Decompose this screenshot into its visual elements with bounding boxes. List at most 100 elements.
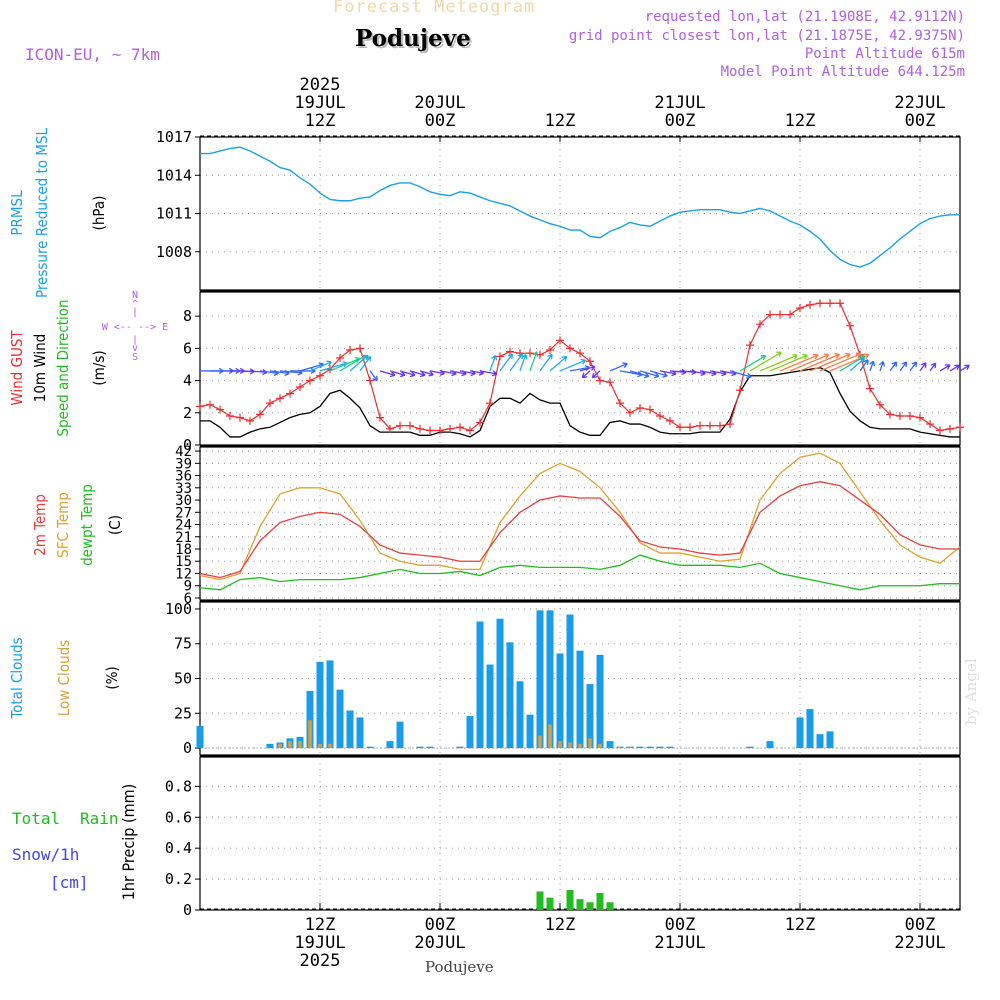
wind-direction-arrow bbox=[759, 353, 798, 372]
total-cloud-bar bbox=[426, 746, 434, 749]
y-tick-label: 1017 bbox=[156, 128, 192, 146]
gust-marker bbox=[286, 389, 294, 398]
wind-direction-arrow bbox=[869, 360, 876, 372]
time-axis-label: 22JUL bbox=[894, 933, 945, 953]
low-cloud-bar bbox=[628, 746, 632, 749]
gust-marker bbox=[256, 410, 264, 419]
temp-unit: (C) bbox=[106, 515, 124, 535]
gust-marker bbox=[626, 408, 634, 417]
gust-marker bbox=[366, 376, 374, 385]
sfc-temp-line bbox=[199, 452, 961, 581]
gust-marker bbox=[666, 416, 674, 425]
gust-marker bbox=[796, 304, 804, 313]
time-axis-label: 00Z bbox=[425, 915, 456, 935]
gust-marker bbox=[956, 423, 964, 432]
time-axis-label: 12Z bbox=[545, 915, 576, 935]
wind-direction-arrow bbox=[799, 353, 840, 372]
wind-direction-arrow bbox=[609, 362, 628, 372]
wind-direction-arrow bbox=[849, 357, 866, 372]
gridpoint-coords: grid point closest lon,lat (21.1875E, 42… bbox=[568, 28, 965, 44]
gust-marker bbox=[466, 426, 474, 435]
gust-marker bbox=[396, 421, 404, 430]
low-cloud-bar bbox=[328, 743, 332, 749]
low-cloud-bar bbox=[288, 741, 292, 749]
gust-marker bbox=[606, 378, 614, 387]
wind-direction-arrow bbox=[919, 362, 927, 372]
time-axis-label: 20JUL bbox=[414, 933, 465, 953]
precip-unit: 1hr Precip (mm) bbox=[119, 784, 138, 901]
wind-direction-arrow bbox=[489, 354, 498, 372]
total-cloud-bar bbox=[386, 741, 394, 749]
total-cloud-bar bbox=[606, 741, 614, 749]
time-axis-label: 21JUL bbox=[654, 93, 705, 113]
gust-marker bbox=[846, 321, 854, 330]
time-axis-label: 19JUL bbox=[294, 933, 345, 953]
time-axis-label: 00Z bbox=[665, 111, 696, 131]
wind-direction-arrow bbox=[929, 362, 937, 372]
total-clouds-label: Total Clouds bbox=[8, 637, 26, 719]
total-label: Total bbox=[12, 809, 60, 828]
y-tick-label: 8 bbox=[183, 307, 192, 325]
gust-marker bbox=[686, 423, 694, 432]
compass-label: W <-- --> E bbox=[102, 322, 168, 333]
gust-marker bbox=[576, 349, 584, 358]
wind-direction-arrow bbox=[649, 370, 668, 378]
gust-marker bbox=[246, 416, 254, 425]
total-cloud-bar bbox=[516, 681, 524, 749]
gust-marker bbox=[546, 345, 554, 354]
rain-bar bbox=[536, 891, 544, 910]
y-tick-label: 27 bbox=[175, 505, 192, 521]
wind-direction-arrow bbox=[899, 361, 908, 372]
y-tick-label: 9 bbox=[184, 579, 192, 595]
low-cloud-bar bbox=[588, 738, 592, 749]
wind-label: 10m Wind bbox=[31, 334, 49, 403]
total-cloud-bar bbox=[546, 610, 554, 749]
gust-marker bbox=[876, 400, 884, 409]
wind-direction-arrow bbox=[939, 364, 951, 372]
y-tick-label: 0 bbox=[183, 739, 192, 757]
rain-bar bbox=[606, 902, 614, 910]
compass-label: N bbox=[132, 290, 138, 301]
total-cloud-bar bbox=[316, 661, 324, 749]
wind-direction-arrow bbox=[959, 364, 970, 372]
wind-direction-arrow bbox=[499, 353, 513, 372]
gust-marker bbox=[226, 412, 234, 421]
wind-direction-arrow bbox=[769, 353, 808, 372]
gust-marker bbox=[206, 400, 214, 409]
gust-marker bbox=[776, 310, 784, 319]
wind-direction-arrow bbox=[809, 352, 851, 372]
wind-direction-arrow bbox=[749, 351, 782, 372]
gust-marker bbox=[746, 341, 754, 350]
wind-direction-arrow bbox=[579, 364, 596, 372]
low-cloud-bar bbox=[298, 741, 302, 749]
temp-2m-line bbox=[199, 481, 960, 579]
y-tick-label: 0 bbox=[183, 436, 192, 454]
total-cloud-bar bbox=[636, 746, 644, 749]
time-axis-label: 22JUL bbox=[894, 93, 945, 113]
time-axis-label: 2025 bbox=[300, 75, 341, 95]
gust-marker bbox=[526, 349, 534, 358]
time-axis-label: 20JUL bbox=[414, 93, 465, 113]
wind-direction-arrow bbox=[539, 353, 553, 372]
wind-direction-arrow bbox=[739, 355, 767, 372]
wind-gust-label: Wind GUST bbox=[8, 330, 26, 406]
total-cloud-bar bbox=[826, 731, 834, 749]
low-cloud-bar bbox=[618, 746, 622, 749]
gust-marker bbox=[446, 424, 454, 433]
pressure-label: PRMSL bbox=[8, 190, 26, 236]
gust-marker bbox=[586, 357, 594, 366]
gust-marker bbox=[886, 410, 894, 419]
requested-coords: requested lon,lat (21.1908E, 42.9112N) bbox=[644, 9, 965, 25]
gust-marker bbox=[676, 423, 684, 432]
gust-marker bbox=[836, 299, 844, 308]
model-point-altitude: Model Point Altitude 644.125m bbox=[720, 64, 965, 80]
gust-marker bbox=[636, 403, 644, 412]
gust-marker bbox=[896, 412, 904, 421]
gust-marker bbox=[436, 426, 444, 435]
total-cloud-bar bbox=[266, 743, 274, 749]
y-tick-label: 4 bbox=[183, 372, 192, 390]
y-tick-label: 0.8 bbox=[165, 777, 192, 795]
time-axis-label: 00Z bbox=[905, 915, 936, 935]
gust-marker bbox=[786, 310, 794, 319]
wind-direction-arrow bbox=[509, 353, 523, 372]
